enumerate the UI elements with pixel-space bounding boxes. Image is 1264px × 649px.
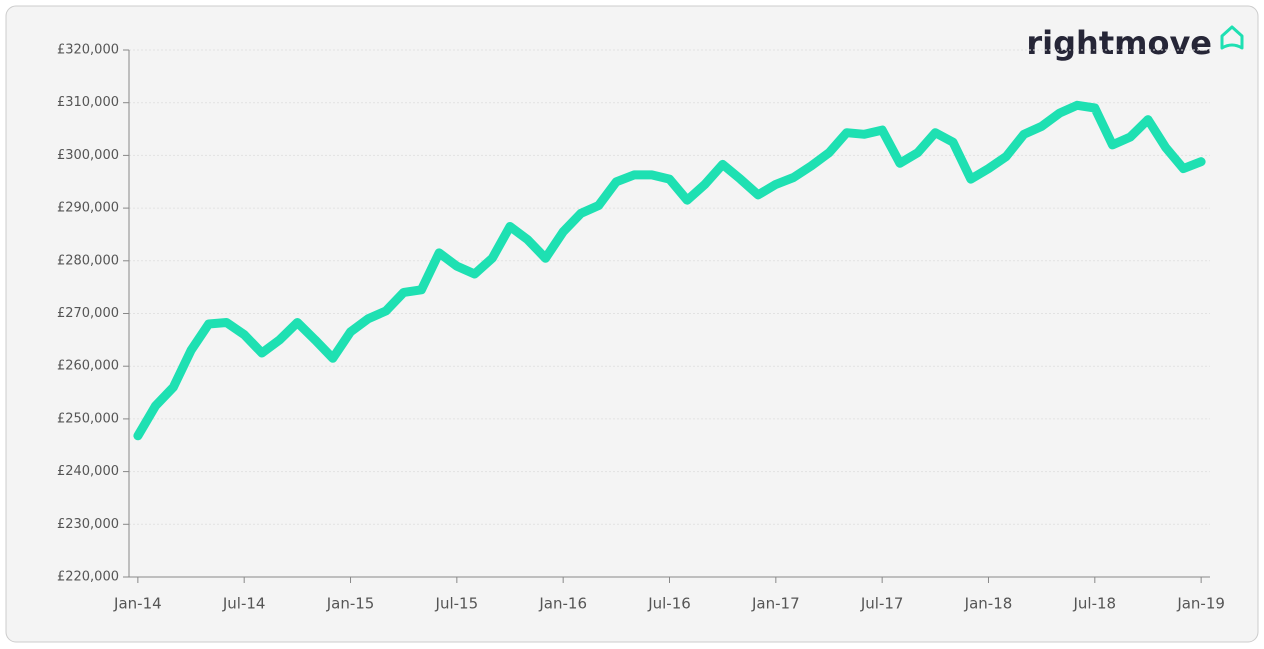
y-tick-label: £240,000 <box>57 464 119 479</box>
x-tick-label: Jan-19 <box>1176 595 1225 613</box>
card <box>5 5 1259 643</box>
logo: rightmove <box>1026 24 1212 62</box>
y-tick-label: £220,000 <box>57 570 119 585</box>
y-tick-label: £310,000 <box>57 95 119 110</box>
x-tick-label: Jul-15 <box>435 595 479 613</box>
y-tick-label: £260,000 <box>57 359 119 374</box>
y-tick-label: £280,000 <box>57 253 119 268</box>
x-tick-label: Jul-14 <box>222 595 266 613</box>
x-tick-label: Jan-16 <box>538 595 587 613</box>
y-tick-label: £270,000 <box>57 306 119 321</box>
y-tick-label: £300,000 <box>57 148 119 163</box>
x-tick-label: Jul-17 <box>860 595 904 613</box>
x-tick-label: Jan-18 <box>964 595 1013 613</box>
y-tick-label: £320,000 <box>57 43 119 58</box>
x-tick-label: Jan-17 <box>751 595 800 613</box>
x-tick-label: Jan-14 <box>113 595 162 613</box>
y-tick-label: £230,000 <box>57 517 119 532</box>
y-tick-label: £290,000 <box>57 201 119 216</box>
x-tick-label: Jul-16 <box>647 595 691 613</box>
x-tick-label: Jul-18 <box>1073 595 1117 613</box>
logo-icon <box>1220 25 1244 50</box>
x-tick-label: Jan-15 <box>326 595 375 613</box>
line <box>133 100 1206 441</box>
y-tick-label: £250,000 <box>57 411 119 426</box>
